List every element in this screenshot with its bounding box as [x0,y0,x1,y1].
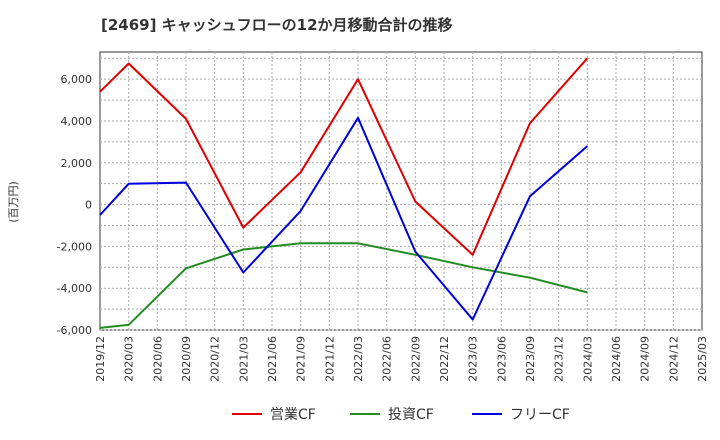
x-tick-label: 2022/06 [381,336,394,382]
series-line [99,57,589,256]
y-axis-label: (百万円) [7,181,20,223]
y-tick-label: 0 [85,199,92,212]
x-tick-label: 2020/09 [180,336,193,382]
y-tick-label: 4,000 [61,115,93,128]
series-line [99,242,588,329]
x-tick-label: 2024/03 [581,336,594,382]
series-group [99,57,589,329]
x-tick-label: 2023/12 [553,336,566,382]
grid-lines [100,52,702,331]
x-tick-label: 2024/06 [610,336,623,382]
y-tick-label: 2,000 [61,157,93,170]
x-tick-label: 2022/12 [438,336,451,382]
x-tick-label: 2023/06 [495,336,508,382]
series-line [99,116,588,321]
y-tick-label: 6,000 [61,73,93,86]
y-axis-ticks: 6,000 4,000 2,000 0 -2,000 -4,000 -6,000 [57,73,92,337]
x-tick-label: 2021/06 [266,336,279,382]
legend-label: フリーCF [510,407,570,423]
x-tick-label: 2022/03 [352,336,365,382]
x-tick-label: 2024/09 [639,336,652,382]
x-tick-label: 2025/03 [696,336,709,382]
x-tick-label: 2021/09 [295,336,308,382]
legend: 営業CF 投資CF フリーCF [232,407,570,423]
legend-label: 投資CF [388,407,434,423]
x-tick-label: 2024/12 [667,336,680,382]
legend-label: 営業CF [270,407,316,423]
x-tick-label: 2022/09 [409,336,422,382]
x-tick-label: 2020/03 [123,336,136,382]
y-tick-label: -6,000 [57,324,92,337]
x-tick-label: 2023/03 [467,336,480,382]
y-tick-label: -2,000 [57,240,92,253]
plot-area [99,51,703,331]
x-tick-label: 2020/12 [209,336,222,382]
x-tick-label: 2021/03 [237,336,250,382]
x-tick-label: 2023/09 [524,336,537,382]
chart-title: [2469] キャッシュフローの12か月移動合計の推移 [101,16,453,34]
y-tick-label: -4,000 [57,282,92,295]
x-tick-label: 2020/06 [151,336,164,382]
x-tick-label: 2019/12 [94,336,107,382]
x-tick-label: 2021/12 [323,336,336,382]
x-axis-ticks: 2019/12 2020/03 2020/06 2020/09 2020/12 2021/… [94,336,709,382]
